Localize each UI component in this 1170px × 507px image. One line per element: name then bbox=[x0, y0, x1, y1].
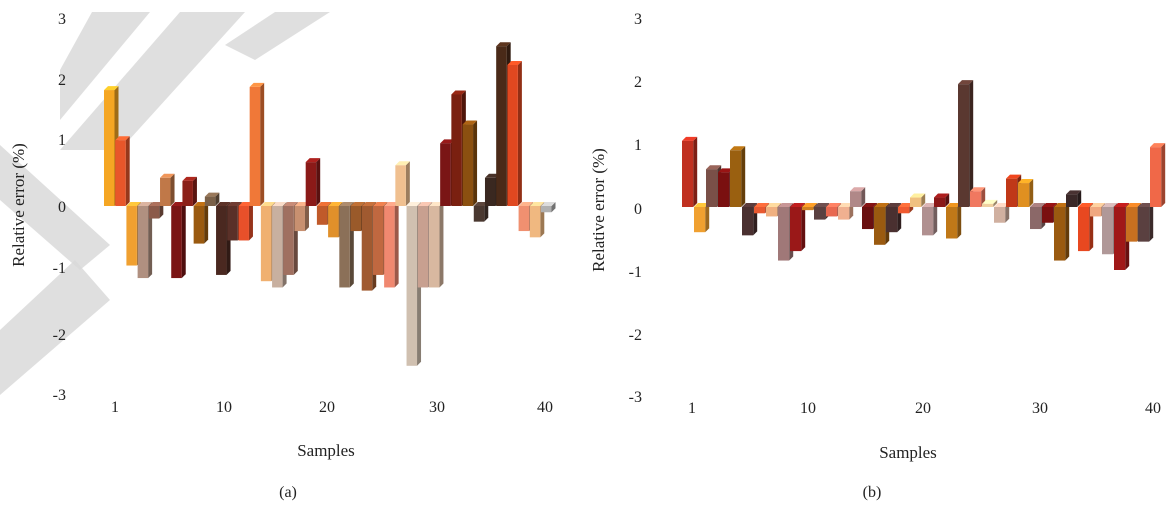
y-tick: 3 bbox=[58, 11, 66, 28]
y-tick: 2 bbox=[634, 74, 642, 91]
bar bbox=[182, 176, 197, 206]
x-axis-ticks-a: 1 10 20 30 40 bbox=[111, 399, 553, 416]
y-tick: -1 bbox=[53, 260, 66, 277]
bar bbox=[934, 193, 950, 207]
bar bbox=[1138, 203, 1154, 242]
y-axis-ticks-a: 3 2 1 0 -1 -2 -3 bbox=[53, 11, 66, 404]
bar bbox=[850, 187, 866, 207]
bar bbox=[958, 80, 974, 207]
bar bbox=[115, 136, 130, 206]
x-tick: 1 bbox=[111, 399, 119, 416]
bar bbox=[1066, 190, 1082, 207]
chart-panel-b: 3 2 1 0 -1 -2 -3 Relative error (%) 1 10… bbox=[589, 11, 1166, 501]
bar bbox=[204, 192, 220, 206]
panel-label-b: (b) bbox=[863, 484, 882, 501]
x-axis-label-a: Samples bbox=[297, 441, 355, 460]
x-axis-label-b: Samples bbox=[879, 443, 937, 462]
bar bbox=[193, 202, 209, 244]
y-tick: 1 bbox=[634, 137, 642, 154]
bar bbox=[384, 202, 399, 288]
y-tick: 1 bbox=[58, 132, 66, 149]
bar bbox=[171, 202, 186, 279]
y-tick: 3 bbox=[634, 11, 642, 28]
chart-panel-a: 3 2 1 0 -1 -2 -3 Relative error (%) 1 10… bbox=[9, 11, 556, 501]
x-tick: 10 bbox=[800, 400, 816, 417]
bar bbox=[994, 203, 1010, 223]
bar bbox=[790, 203, 806, 252]
bars-b bbox=[682, 80, 1166, 270]
bar bbox=[148, 202, 164, 219]
bar bbox=[946, 203, 962, 239]
x-axis-ticks-b: 1 10 20 30 40 bbox=[688, 400, 1161, 417]
y-tick: 0 bbox=[634, 201, 642, 218]
y-tick: -2 bbox=[53, 327, 66, 344]
y-tick: -3 bbox=[53, 387, 66, 404]
watermark-shape bbox=[225, 12, 330, 60]
x-tick: 30 bbox=[1032, 400, 1048, 417]
bar bbox=[294, 202, 309, 232]
y-tick: -2 bbox=[629, 327, 642, 344]
y-tick: -1 bbox=[629, 264, 642, 281]
watermark-shape bbox=[0, 145, 110, 270]
x-tick: 30 bbox=[429, 399, 445, 416]
bar bbox=[682, 136, 698, 207]
bar bbox=[160, 173, 175, 206]
bar bbox=[922, 203, 938, 236]
y-axis-ticks-b: 3 2 1 0 -1 -2 -3 bbox=[629, 11, 642, 406]
bar bbox=[1150, 143, 1166, 207]
y-axis-label-a: Relative error (%) bbox=[9, 143, 28, 267]
bar bbox=[305, 158, 321, 206]
x-tick: 10 bbox=[216, 399, 232, 416]
bar bbox=[694, 203, 710, 233]
bar bbox=[473, 202, 489, 222]
panel-label-a: (a) bbox=[279, 484, 297, 501]
x-tick: 1 bbox=[688, 400, 696, 417]
bar bbox=[838, 203, 854, 220]
bar bbox=[395, 161, 410, 206]
bar bbox=[238, 202, 253, 241]
bar bbox=[541, 202, 556, 213]
bar bbox=[507, 61, 522, 206]
bar bbox=[1018, 179, 1034, 207]
y-tick: 2 bbox=[58, 72, 66, 89]
y-axis-label-b: Relative error (%) bbox=[589, 148, 608, 272]
x-tick: 20 bbox=[319, 399, 335, 416]
bar bbox=[1054, 203, 1070, 261]
bar bbox=[730, 146, 746, 207]
x-tick: 20 bbox=[915, 400, 931, 417]
bar bbox=[910, 193, 926, 207]
bar bbox=[137, 202, 153, 279]
bar bbox=[982, 199, 998, 207]
y-tick: -3 bbox=[629, 389, 642, 406]
y-tick: 0 bbox=[58, 199, 66, 216]
x-tick: 40 bbox=[1145, 400, 1161, 417]
bar bbox=[462, 120, 478, 206]
bar bbox=[249, 82, 265, 206]
bar bbox=[428, 202, 444, 288]
watermark-shape bbox=[60, 12, 150, 120]
x-tick: 40 bbox=[537, 399, 553, 416]
watermark-shape bbox=[0, 260, 110, 395]
bars-a bbox=[104, 42, 556, 366]
